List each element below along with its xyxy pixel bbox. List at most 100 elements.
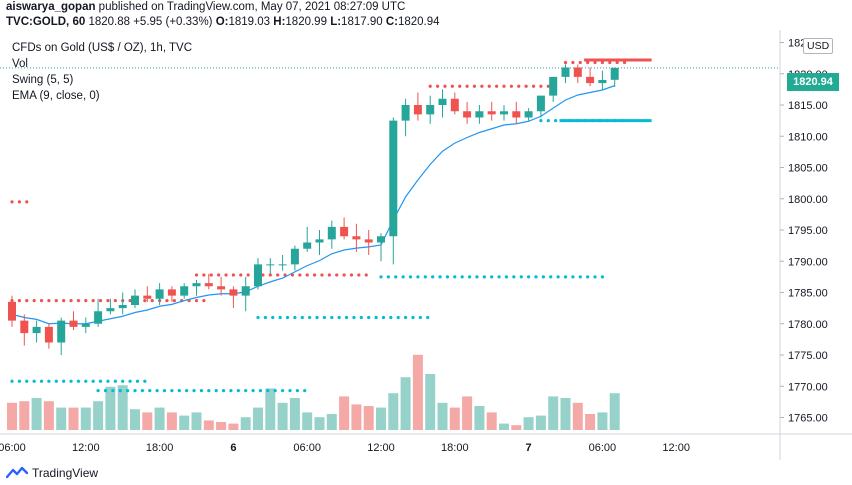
swing-low-dot: [497, 275, 501, 279]
swing-low-dot: [408, 275, 413, 279]
swing-low-dot: [62, 379, 66, 383]
swing-high-dot: [62, 299, 66, 303]
candle-body: [192, 283, 201, 287]
volume-bar: [68, 407, 79, 430]
candle-body: [426, 105, 435, 115]
volume-bar: [609, 393, 620, 430]
volume-bar: [216, 422, 227, 430]
swing-low-dot: [554, 119, 558, 123]
candle-body: [204, 283, 213, 287]
volume-bar: [462, 396, 473, 430]
swing-low-dot: [192, 389, 196, 393]
swing-low-dot: [133, 389, 137, 393]
y-tick-label: 1780.00: [788, 319, 828, 331]
candle-body: [180, 286, 189, 296]
candle-body: [364, 239, 373, 243]
swing-low-dot: [322, 315, 327, 320]
candle-body: [475, 111, 484, 118]
swing-high-dot: [327, 273, 331, 277]
swing-low-dot: [431, 275, 435, 279]
swing-low-dot: [106, 379, 110, 383]
candle-body: [94, 311, 103, 324]
swing-low-dot: [512, 275, 516, 279]
open-value: 1819.03: [228, 16, 271, 28]
currency-label[interactable]: USD: [803, 38, 834, 54]
volume-bar: [437, 402, 448, 430]
x-tick-label: 6: [230, 442, 236, 454]
swing-low-dot: [453, 275, 457, 279]
candle-body: [241, 286, 250, 296]
y-tick-label: 1790.00: [788, 256, 828, 268]
price-change: +5.95 (+0.33%): [133, 16, 213, 28]
legend-volume[interactable]: Vol: [12, 58, 28, 70]
swing-low-dot: [394, 275, 398, 279]
swing-low-dot: [135, 379, 140, 383]
volume-bar: [388, 393, 399, 430]
swing-low-dot: [199, 389, 204, 393]
swing-high-dot: [586, 60, 590, 65]
swing-low-dot: [271, 315, 275, 320]
volume-bar: [597, 412, 608, 430]
volume-bar: [523, 417, 534, 430]
legend-swing[interactable]: Swing (5, 5): [12, 74, 74, 86]
swing-high-dot: [98, 299, 103, 303]
volume-bar: [486, 412, 497, 430]
swing-low-dot: [47, 379, 51, 383]
swing-low-dot: [84, 379, 88, 383]
author-name[interactable]: aiswarya_gopan: [6, 1, 96, 13]
y-tick-label: 1765.00: [788, 413, 828, 425]
swing-low-dot: [571, 275, 575, 279]
legend-ema[interactable]: EMA (9, close, 0): [12, 90, 100, 102]
swing-low-dot: [438, 275, 442, 279]
swing-high-dot: [563, 60, 568, 65]
candle-body: [598, 80, 607, 84]
swing-high-dot: [465, 84, 469, 88]
y-tick-label: 1810.00: [788, 131, 828, 143]
swing-high-dot: [217, 273, 221, 277]
swing-high-dot: [312, 273, 317, 277]
swing-high-dot: [593, 60, 597, 65]
swing-low-dot: [352, 315, 356, 320]
swing-low-dot: [258, 389, 263, 393]
candle-body: [327, 226, 336, 240]
candle-body: [401, 105, 410, 121]
swing-high-dot: [202, 299, 206, 303]
swing-low-dot: [162, 389, 167, 393]
swing-low-dot: [10, 379, 14, 383]
swing-low-dot: [143, 379, 147, 383]
swing-high-dot: [524, 84, 528, 88]
y-tick-label: 1815.00: [788, 100, 828, 112]
candle-body: [340, 226, 349, 237]
swing-low-dot: [401, 275, 405, 279]
swing-high-dot: [84, 299, 88, 303]
price-chart[interactable]: 1765.00 1770.00 1775.00 1780.00 1785.00 1790.…: [0, 30, 852, 460]
swing-low-dot: [482, 275, 486, 279]
volume-bar: [499, 423, 509, 430]
swing-low-dot: [281, 389, 285, 393]
swing-high-dot: [194, 273, 199, 277]
swing-high-dot: [502, 84, 506, 88]
candle-body: [118, 305, 127, 309]
y-tick-label: 1785.00: [788, 288, 828, 300]
volume-bar: [277, 402, 288, 430]
open-label: O:: [215, 16, 229, 28]
swing-low-dot: [563, 275, 568, 279]
close-value: 1820.94: [397, 16, 440, 28]
swing-low-dot: [539, 119, 543, 123]
last-price-tag: 1820.94: [787, 73, 839, 91]
symbol-label: TVC:GOLD, 60: [6, 16, 86, 28]
swing-low-dot: [25, 379, 29, 383]
swing-low-dot: [126, 389, 130, 393]
candle-body: [610, 67, 619, 80]
volume-bar: [474, 406, 485, 430]
swing-low-dot: [214, 389, 218, 393]
candle-body: [561, 67, 570, 77]
candle-body: [167, 289, 176, 296]
swing-high-dot: [571, 60, 575, 65]
volume-bar: [511, 425, 522, 430]
candle-body: [315, 239, 324, 243]
candle-body: [549, 76, 558, 96]
swing-low-dot: [295, 389, 299, 393]
candle-body: [20, 320, 29, 334]
tradingview-logo[interactable]: TradingView: [6, 466, 98, 480]
